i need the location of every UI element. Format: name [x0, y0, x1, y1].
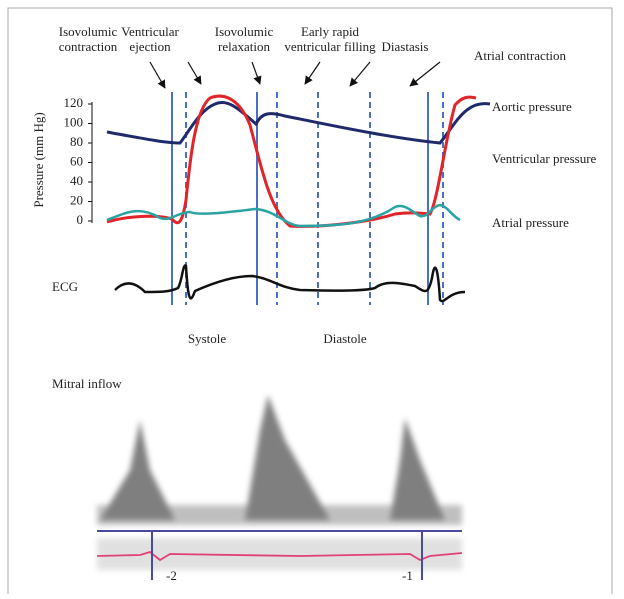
- doppler-image: [97, 395, 462, 580]
- phase-label: ventricular filling: [284, 39, 376, 54]
- tick-label: 20: [70, 192, 83, 207]
- beat-label: -1: [402, 568, 413, 583]
- beat-label: -2: [166, 568, 177, 583]
- phase-label: contraction: [59, 39, 118, 54]
- ventricular-curve: [107, 96, 476, 226]
- phase-label: Atrial contraction: [474, 48, 567, 63]
- curve-label: Ventricular pressure: [492, 151, 597, 166]
- tick-label: 120: [64, 95, 84, 110]
- phase-lines: [172, 92, 443, 305]
- phase-label: Diastasis: [382, 39, 429, 54]
- tick-label: 40: [70, 173, 83, 188]
- mitral-label: Mitral inflow: [52, 376, 122, 391]
- phase-labels: IsovolumiccontractionVentricularejection…: [59, 24, 567, 63]
- curve-labels: Aortic pressure Ventricular pressure Atria…: [492, 99, 597, 230]
- phase-label: Isovolumic: [215, 24, 274, 39]
- axis-label: Pressure (mm Hg): [31, 112, 46, 207]
- period-label: Diastole: [323, 331, 367, 346]
- tick-label: 100: [64, 114, 84, 129]
- y-ticks: 0 20 40 60 80 100 120: [64, 95, 93, 227]
- aortic-curve: [107, 102, 490, 143]
- period-label: Systole: [188, 331, 227, 346]
- phase-label: Early rapid: [301, 24, 360, 39]
- curve-label: Aortic pressure: [492, 99, 572, 114]
- phase-label: ejection: [129, 39, 171, 54]
- tick-label: 80: [70, 134, 83, 149]
- tick-label: 0: [77, 212, 84, 227]
- phase-label: relaxation: [218, 39, 270, 54]
- ecg-label: ECG: [52, 279, 78, 294]
- ecg-curve: [115, 265, 465, 301]
- arrows: [150, 62, 440, 88]
- phase-label: Isovolumic: [59, 24, 118, 39]
- curve-label: Atrial pressure: [492, 215, 569, 230]
- phase-label: Ventricular: [121, 24, 179, 39]
- tick-label: 60: [70, 153, 83, 168]
- figure: IsovolumiccontractionVentricularejection…: [0, 0, 624, 594]
